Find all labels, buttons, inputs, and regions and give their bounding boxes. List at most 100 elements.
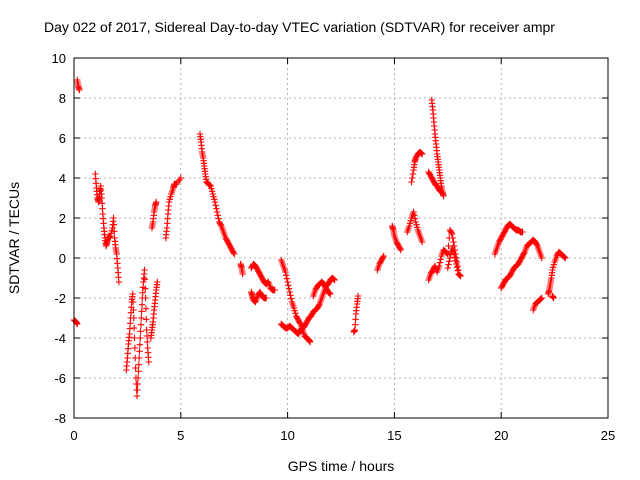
data-point [520, 250, 528, 257]
data-point [129, 298, 137, 306]
data-point [142, 294, 149, 302]
data-point [110, 214, 117, 222]
data-point [450, 238, 457, 246]
data-point [325, 289, 333, 296]
data-point [239, 270, 246, 278]
data-point [533, 241, 540, 248]
data-point [141, 276, 149, 283]
data-point [264, 279, 271, 286]
data-point [410, 208, 417, 216]
data-point [131, 344, 139, 352]
y-tick-label: -4 [54, 331, 66, 346]
data-point [538, 254, 545, 262]
x-tick-label: 20 [494, 428, 508, 443]
data-point [138, 308, 145, 315]
data-point [263, 294, 270, 302]
axis-ticks [73, 57, 609, 419]
data-point [217, 221, 224, 228]
data-point [212, 202, 219, 209]
data-point [141, 266, 148, 274]
data-point [451, 254, 459, 261]
data-point [560, 253, 568, 260]
data-point [380, 252, 387, 260]
y-tick-label: 0 [59, 251, 66, 266]
data-point [286, 288, 293, 296]
y-tick-label: 8 [59, 91, 66, 106]
data-point [329, 275, 337, 282]
data-point [538, 294, 545, 302]
data-point [213, 208, 221, 216]
data-point [326, 290, 333, 297]
data-point [138, 314, 145, 322]
plot-frame [73, 57, 609, 419]
data-point [284, 278, 291, 286]
data-point [206, 182, 214, 189]
data-point [136, 348, 143, 355]
data-point [437, 256, 444, 263]
data-point [331, 276, 338, 284]
data-point [285, 285, 293, 292]
data-point [135, 361, 142, 368]
data-point [354, 292, 362, 300]
data-point [411, 215, 419, 222]
data-point [455, 271, 463, 278]
data-point [452, 257, 459, 264]
grid [74, 58, 608, 418]
data-point [418, 150, 426, 158]
data-point [445, 261, 452, 268]
y-tick-label: 6 [59, 131, 66, 146]
data-point [134, 386, 141, 394]
data-point [153, 198, 160, 206]
data-point [251, 298, 259, 305]
x-tick-label: 10 [280, 428, 294, 443]
y-axis-title: SDTVAR / TECUs [6, 182, 22, 294]
data-point [287, 295, 295, 302]
data-point [142, 305, 150, 312]
x-tick-labels: 0 5 10 15 20 25 [70, 428, 615, 443]
data-point [457, 272, 464, 280]
y-tick-label: -6 [54, 371, 66, 386]
data-point [453, 264, 461, 271]
data-point [143, 326, 150, 334]
data-point [213, 205, 220, 212]
x-tick-label: 25 [601, 428, 615, 443]
data-point [129, 290, 136, 298]
data-point [445, 242, 452, 250]
data-point [143, 316, 150, 323]
data-point [215, 215, 222, 222]
data-point [106, 233, 113, 240]
data-point [444, 264, 451, 272]
chart-title: Day 022 of 2017, Sidereal Day-to-day VTE… [44, 19, 555, 35]
data-point [379, 254, 387, 261]
data-point [454, 267, 461, 274]
x-tick-label: 15 [387, 428, 401, 443]
data-point [115, 278, 123, 286]
data-point [133, 392, 141, 400]
data-point [135, 368, 142, 375]
data-point [177, 174, 184, 182]
data-point [550, 294, 557, 302]
data-point [74, 320, 81, 328]
data-point [446, 254, 454, 262]
data-point [105, 234, 113, 241]
y-tick-label: -2 [54, 291, 66, 306]
data-point [396, 245, 404, 252]
data-point [519, 228, 526, 236]
data-point [283, 275, 291, 282]
data-point [408, 178, 415, 186]
data-point [134, 374, 142, 382]
data-point [315, 302, 323, 309]
data-point [561, 254, 568, 261]
y-tick-label: 2 [59, 211, 66, 226]
data-point [436, 259, 444, 266]
data-point [537, 295, 545, 302]
data-point [126, 325, 134, 332]
data-point [352, 321, 359, 328]
data-point [143, 332, 151, 340]
data-point [139, 289, 146, 296]
data-point [110, 221, 118, 228]
data-point [76, 86, 83, 94]
data-point [451, 250, 458, 258]
y-tick-labels: -8 -6 -4 -2 0 2 4 6 8 10 [52, 51, 66, 426]
